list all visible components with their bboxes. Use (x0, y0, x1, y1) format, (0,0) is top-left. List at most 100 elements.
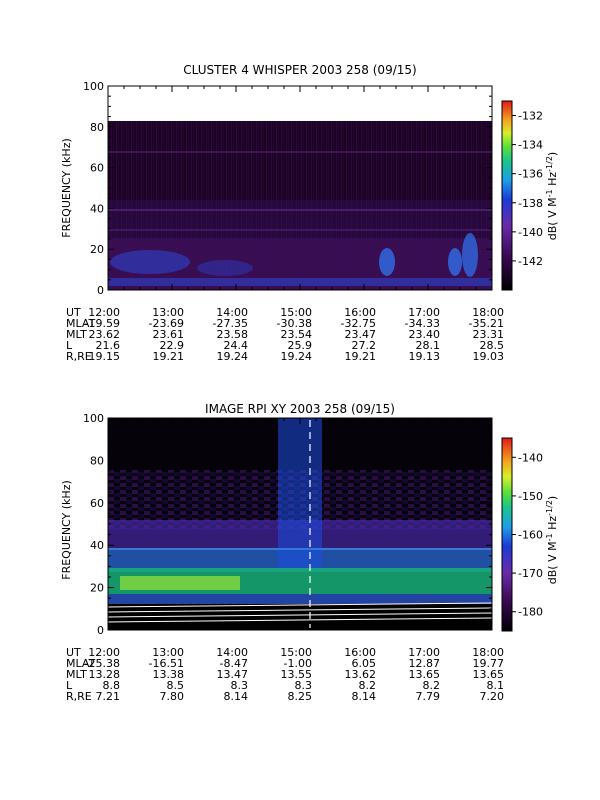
ephemeris-value: -1.00 (284, 657, 312, 670)
colorbar-gradient (501, 437, 513, 632)
emission-band-mid (108, 200, 492, 240)
y-tick-label: 0 (97, 624, 104, 637)
ephemeris-value: 23.54 (281, 328, 313, 341)
emission-band-cyan (108, 594, 492, 604)
ephemeris-value: 19.15 (89, 350, 121, 363)
emission-patch (197, 260, 253, 276)
ephemeris-value: 15:00 (280, 646, 312, 659)
ephemeris-value: 8.1 (487, 679, 505, 692)
ephemeris-value: 8.14 (352, 690, 377, 703)
colorbar-gradient (501, 100, 513, 291)
ephemeris-value: 13.28 (89, 668, 121, 681)
ephemeris-value: 7.80 (160, 690, 185, 703)
x-axis-ticks (107, 86, 493, 290)
colorbar-tick-label: -134 (518, 139, 543, 152)
ephemeris-value: 7.21 (96, 690, 121, 703)
spectrogram (108, 121, 492, 290)
y-tick-label: 100 (83, 80, 104, 93)
ephemeris-row-label: UT (66, 646, 81, 659)
x-axis-ticks (107, 418, 493, 630)
ephemeris-value: 23.61 (153, 328, 185, 341)
ephemeris-value: 8.2 (423, 679, 441, 692)
ephemeris-row-label: R,RE (66, 690, 92, 703)
panel-title: CLUSTER 4 WHISPER 2003 258 (09/15) (183, 63, 416, 77)
y-axis-ticks: 0 20 40 60 80 100 (83, 80, 492, 297)
ephemeris-value: 17:00 (408, 646, 440, 659)
ephemeris-value: 8.2 (359, 679, 377, 692)
spectrogram (107, 418, 493, 630)
ephemeris-value: 27.2 (352, 339, 377, 352)
colorbar: -140 -150 -160 -170 -180 dB( V M-1 Hz-1/2) (501, 437, 559, 632)
y-tick-label: 80 (90, 454, 104, 467)
colorbar-tick-label: -180 (518, 606, 543, 619)
y-tick-label: 0 (97, 284, 104, 297)
ephemeris-value: 19.24 (217, 350, 249, 363)
ephemeris-value: 13.38 (153, 668, 185, 681)
ephemeris-value: 23.58 (217, 328, 249, 341)
cutoff-line (107, 602, 493, 608)
ephemeris-value: 19.77 (473, 657, 505, 670)
ephemeris-value: 13.47 (217, 668, 249, 681)
ephemeris-value: -30.38 (277, 317, 312, 330)
ephemeris-row-label: MLAT (66, 657, 96, 670)
y-tick-label: 60 (90, 162, 104, 175)
ephemeris-value: 7.79 (416, 690, 441, 703)
ephemeris-value: 13.55 (281, 668, 313, 681)
ephemeris-value: 23.62 (89, 328, 121, 341)
ephemeris-value: 28.1 (416, 339, 441, 352)
ephemeris-row-label: L (66, 339, 73, 352)
ephemeris-value: 19.21 (345, 350, 377, 363)
ephemeris-value: -23.69 (149, 317, 184, 330)
colorbar-ticks: -132 -134 -136 -138 -140 -142 (512, 110, 543, 268)
ephemeris-value: 24.4 (224, 339, 249, 352)
ephemeris-value: 13.65 (409, 668, 441, 681)
ephemeris-value: -27.35 (213, 317, 248, 330)
ephemeris-value: 28.5 (480, 339, 505, 352)
cutoff-line (107, 607, 493, 613)
ephemeris-value: 8.3 (295, 679, 313, 692)
ephemeris-value: 7.20 (480, 690, 505, 703)
colorbar-tick-label: -142 (518, 255, 543, 268)
colorbar-label: dB( V M-1 Hz-1/2) (545, 152, 559, 240)
ephemeris-row-label: MLT (66, 668, 87, 681)
ephemeris-table: UT 12:00 13:00 14:00 15:00 16:00 17:00 18:00 MLA… (66, 646, 504, 703)
ephemeris-value: 8.14 (224, 690, 249, 703)
ephemeris-value: 15:00 (280, 306, 312, 319)
noise-column (278, 418, 322, 568)
ephemeris-value: 14:00 (216, 646, 248, 659)
ephemeris-table: UT 12:00 13:00 14:00 15:00 16:00 17:00 18:00 MLA… (66, 306, 504, 363)
ephemeris-row-label: UT (66, 306, 81, 319)
ephemeris-value: 23.47 (345, 328, 377, 341)
ephemeris-value: 17:00 (408, 306, 440, 319)
ephemeris-value: 16:00 (344, 646, 376, 659)
colorbar-tick-label: -140 (518, 451, 543, 464)
y-tick-label: 60 (90, 497, 104, 510)
y-axis-ticks: 0 20 40 60 80 100 (83, 412, 492, 637)
colorbar-ticks: -140 -150 -160 -170 -180 (512, 451, 543, 619)
cutoff-lines (107, 602, 493, 623)
cutoff-line (107, 612, 493, 618)
ephemeris-row-label: L (66, 679, 73, 692)
cluster-spectrogram-panel: CLUSTER 4 WHISPER 2003 258 (09/15) 0 20 40… (60, 63, 559, 363)
panel-title: IMAGE RPI XY 2003 258 (09/15) (205, 402, 395, 416)
ephemeris-value: 8.25 (288, 690, 313, 703)
ephemeris-value: 18:00 (472, 646, 504, 659)
ephemeris-row-label: MLT (66, 328, 87, 341)
y-tick-label: 20 (90, 243, 104, 256)
emission-floor (108, 278, 492, 286)
y-tick-label: 20 (90, 582, 104, 595)
y-axis-label: FREQUENCY (kHz) (60, 480, 73, 580)
y-tick-label: 40 (90, 202, 104, 215)
colorbar-tick-label: -138 (518, 197, 543, 210)
ephemeris-value: 8.3 (231, 679, 249, 692)
ephemeris-value: 19.13 (409, 350, 441, 363)
ephemeris-value: -16.51 (149, 657, 184, 670)
ephemeris-value: 13:00 (152, 646, 184, 659)
ephemeris-value: 8.5 (167, 679, 185, 692)
emission-band-yellow (120, 576, 240, 590)
ephemeris-value: 22.9 (160, 339, 185, 352)
colorbar-tick-label: -132 (518, 110, 543, 123)
ephemeris-value: -34.33 (405, 317, 440, 330)
ephemeris-value: -8.47 (220, 657, 248, 670)
ephemeris-value: 25.9 (288, 339, 313, 352)
